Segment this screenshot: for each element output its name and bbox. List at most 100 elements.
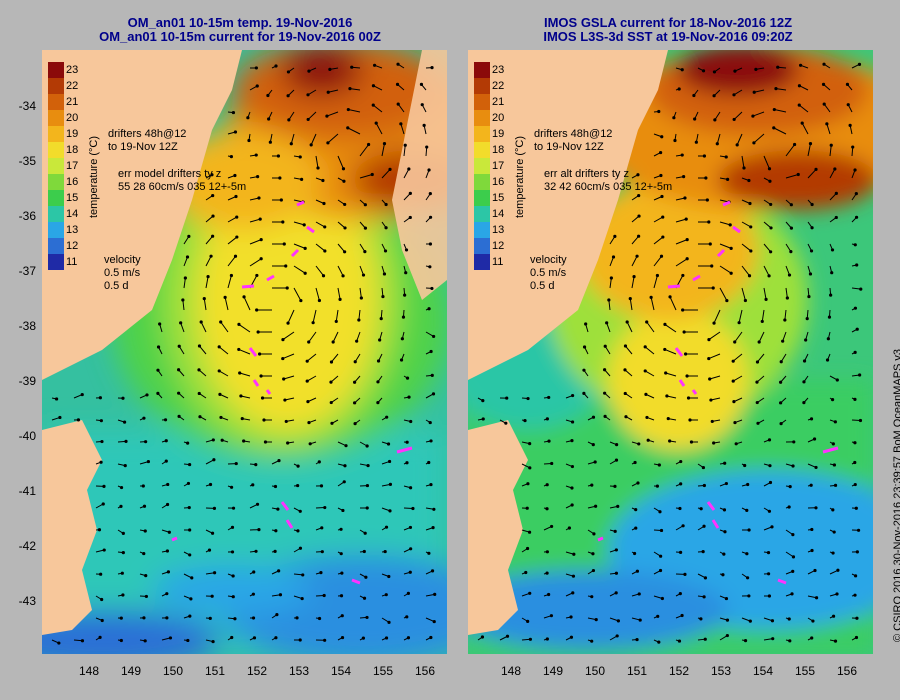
current-vector-head	[812, 437, 817, 441]
current-vector-head	[702, 524, 706, 528]
current-vector-head	[635, 637, 639, 642]
current-vector-head	[247, 138, 251, 143]
current-vector-head	[854, 506, 858, 510]
current-vector-head	[429, 349, 433, 354]
current-vector-head	[298, 155, 302, 159]
current-vector-head	[712, 70, 717, 74]
current-vector-head	[278, 176, 282, 180]
current-vector-head	[752, 90, 756, 94]
right-velocity-label: velocity	[530, 254, 567, 266]
current-vector-head	[419, 82, 424, 86]
current-vector-head	[853, 243, 857, 247]
current-vector-head	[259, 257, 263, 261]
current-vector-head	[834, 191, 838, 196]
current-vector-head	[796, 172, 800, 177]
drifter-track	[597, 536, 604, 542]
left-err-note: err model drifters ty z 55 28 60cm/s 035…	[118, 168, 246, 194]
current-vector-head	[607, 298, 611, 302]
current-vector	[784, 309, 787, 321]
current-vector-head	[220, 438, 224, 442]
current-vector-head	[767, 438, 772, 442]
current-vector-head	[636, 173, 640, 177]
current-vector	[293, 265, 306, 274]
current-vector-head	[853, 482, 857, 487]
current-vector-head	[549, 614, 554, 618]
current-vector-head	[121, 593, 125, 597]
current-vector-head	[707, 220, 711, 224]
current-vector-head	[217, 345, 221, 349]
current-vector-head	[330, 421, 334, 425]
current-vector-head	[547, 395, 551, 400]
current-vector	[227, 255, 236, 267]
current-vector-head	[710, 419, 714, 424]
drifter-track	[296, 200, 305, 207]
current-vector-head	[387, 620, 391, 624]
current-vector-head	[400, 337, 404, 341]
current-vector-head	[851, 145, 855, 149]
current-vector-head	[800, 121, 804, 125]
current-vector-head	[528, 591, 532, 595]
current-vector-head	[277, 459, 281, 463]
current-vector-head	[702, 595, 706, 599]
current-vector-head	[728, 223, 732, 227]
drifter-track	[822, 446, 839, 454]
current-vector-head	[833, 483, 838, 487]
current-vector-head	[830, 398, 835, 402]
current-vector-head	[211, 214, 215, 218]
current-vector	[708, 331, 721, 341]
current-vector	[775, 88, 787, 91]
current-vector	[287, 309, 295, 324]
current-vector-head	[742, 166, 746, 170]
current-vector-head	[725, 618, 730, 622]
current-vector-head	[142, 504, 147, 508]
current-vector-head	[853, 306, 858, 310]
current-vector-head	[692, 93, 696, 98]
colorbar-label: 16	[492, 176, 505, 188]
current-vector	[741, 155, 745, 169]
australia-coast	[42, 50, 242, 380]
current-vector-head	[793, 142, 797, 147]
australia-coast-right	[468, 50, 668, 380]
current-vector-head	[781, 339, 785, 343]
current-vector-head	[524, 570, 528, 575]
current-vector-head	[545, 637, 549, 641]
left-velocity-days: 0.5 d	[104, 280, 129, 292]
current-vector	[290, 133, 295, 144]
current-vector-head	[283, 398, 287, 402]
current-vector	[205, 255, 212, 267]
current-vector-head	[685, 257, 689, 261]
current-vector-head	[625, 320, 629, 324]
current-vector-head	[659, 554, 663, 558]
current-vector-head	[767, 509, 772, 513]
current-vector-head	[230, 635, 234, 640]
current-vector-head	[569, 635, 574, 639]
current-vector	[200, 321, 207, 333]
colorbar-swatch	[48, 110, 64, 126]
current-vector-head	[212, 458, 216, 462]
current-vector	[732, 353, 743, 362]
current-vector-head	[611, 255, 616, 259]
current-vector-head	[197, 344, 202, 348]
current-vector	[801, 122, 809, 135]
current-vector	[238, 348, 251, 355]
current-vector-head	[658, 510, 662, 514]
current-vector-head	[101, 502, 105, 506]
current-vector-head	[404, 271, 408, 275]
current-vector-head	[822, 102, 826, 106]
current-vector-head	[680, 68, 684, 72]
current-vector-head	[594, 618, 598, 622]
current-vector-head	[124, 439, 128, 444]
current-vector-head	[235, 215, 239, 219]
current-vector-head	[682, 175, 686, 179]
current-vector-head	[685, 374, 689, 378]
current-vector-head	[210, 173, 214, 177]
current-vector-head	[298, 546, 303, 550]
current-vector-head	[339, 594, 344, 598]
current-vector-head	[142, 616, 146, 620]
current-vector-head	[833, 420, 837, 424]
current-vector-head	[613, 529, 617, 533]
current-vector	[733, 111, 743, 120]
left-colorbar: 23 22 21 20 19 18 17 16 15 14 13 12 11	[48, 62, 86, 282]
left-current-arrows	[51, 62, 437, 645]
current-vector-head	[206, 275, 210, 279]
